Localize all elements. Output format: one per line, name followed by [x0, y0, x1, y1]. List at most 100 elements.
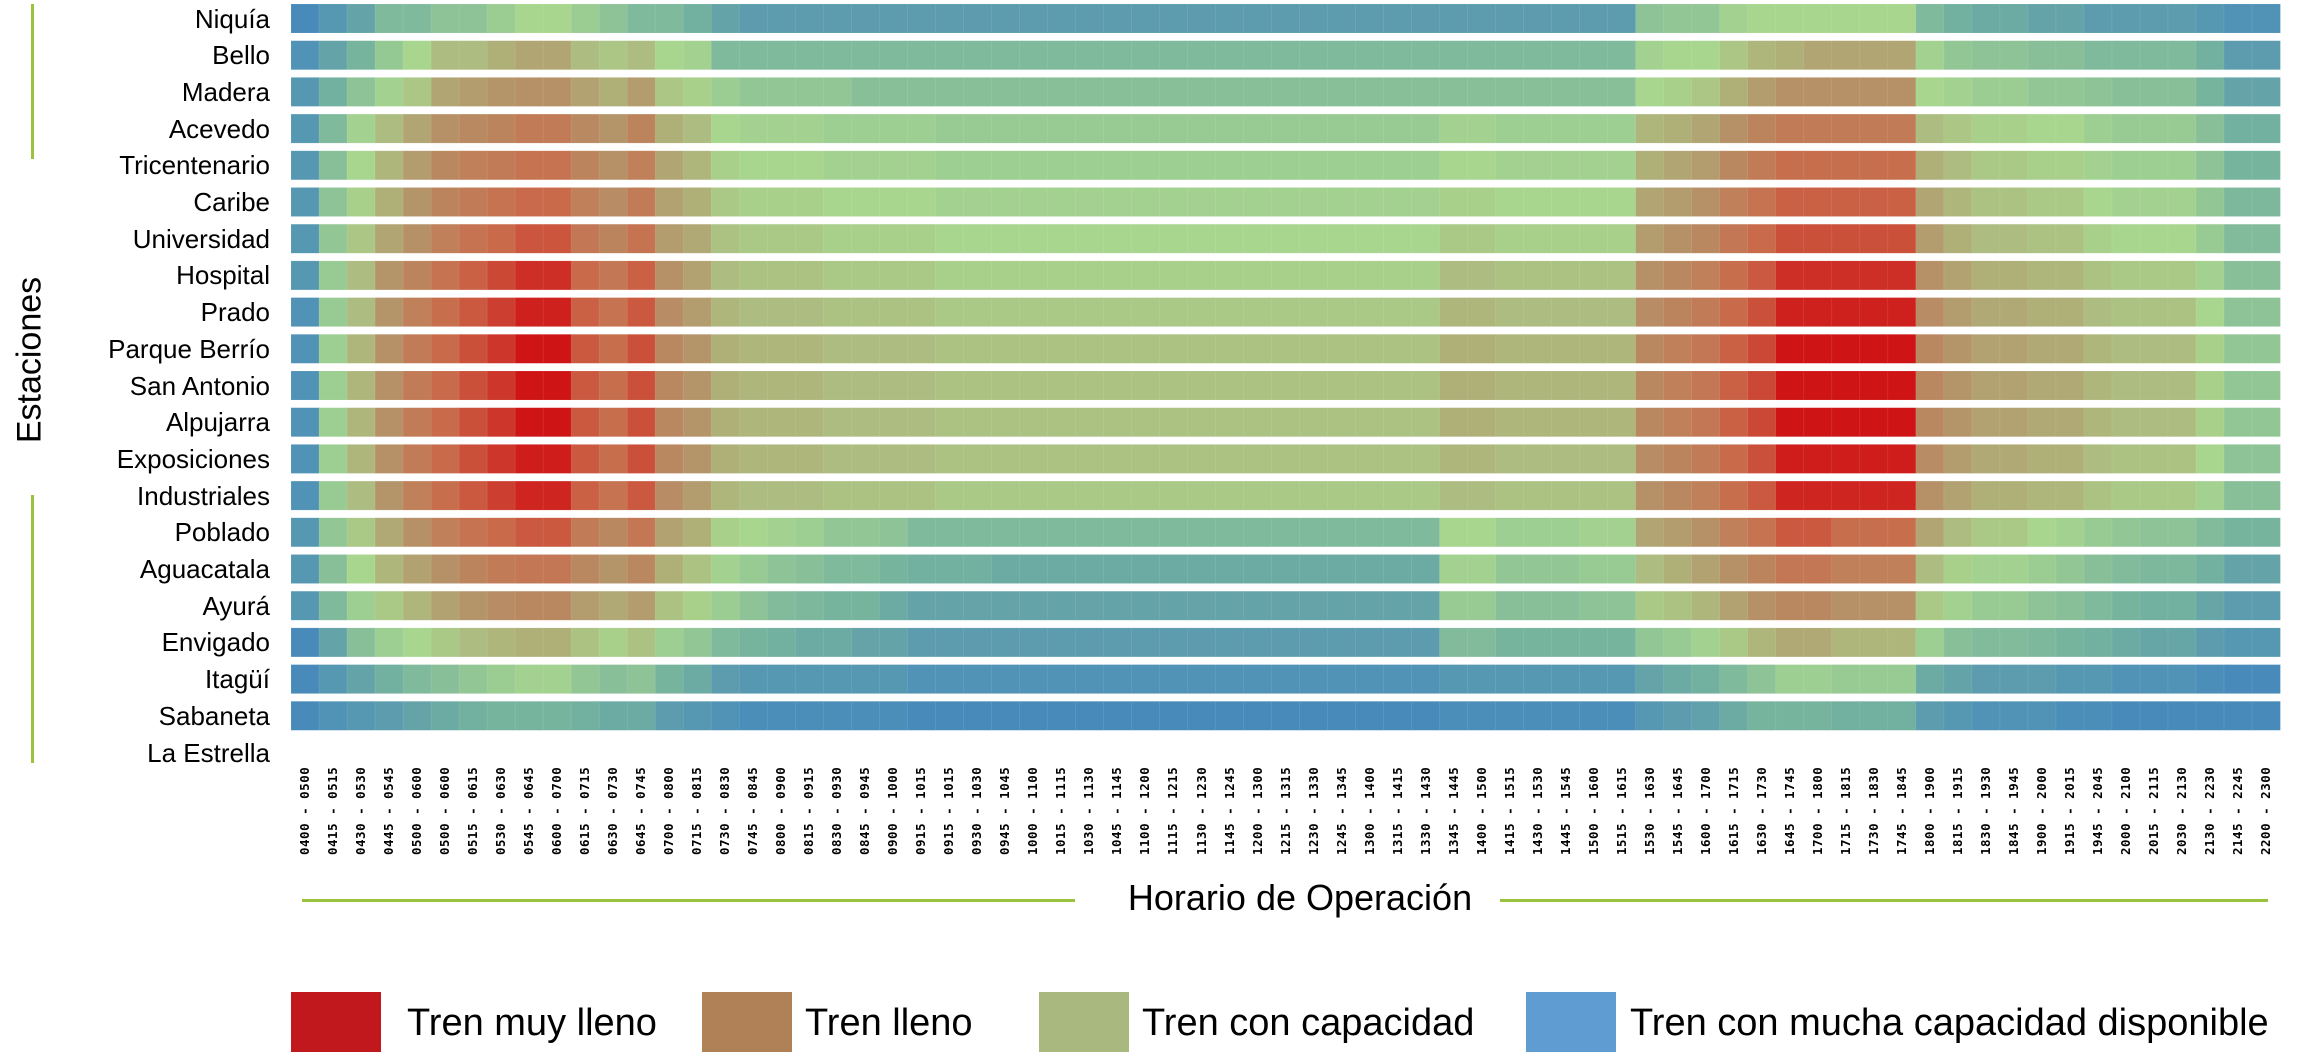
heatmap-cell	[907, 590, 937, 621]
heatmap-cell	[1943, 444, 1973, 474]
x-tick-label: 1215 - 1315	[1277, 766, 1293, 855]
heatmap-cell	[878, 444, 909, 474]
heatmap-cell	[682, 370, 712, 401]
heatmap-cell	[1943, 480, 1973, 511]
heatmap-cell	[570, 77, 600, 107]
heatmap-cell	[290, 40, 320, 71]
heatmap-cell	[1495, 3, 1525, 34]
heatmap-cell	[1691, 187, 1721, 217]
heatmap-cell	[1691, 627, 1721, 658]
heatmap-cell	[1075, 627, 1105, 658]
heatmap-cell	[458, 444, 488, 474]
heatmap-cell	[626, 297, 656, 327]
heatmap-cell	[1243, 627, 1273, 658]
heatmap-cell	[318, 407, 348, 438]
heatmap-cell	[1943, 627, 1973, 658]
heatmap-cell	[1383, 113, 1413, 144]
heatmap-cell	[907, 517, 937, 548]
heatmap-cell	[402, 223, 432, 254]
heatmap-cell	[2027, 223, 2057, 254]
heatmap-cell	[2195, 150, 2225, 181]
heatmap-cell	[1971, 333, 2001, 364]
heatmap-cell	[542, 627, 572, 658]
heatmap-cell	[2083, 480, 2113, 511]
heatmap-cell	[1355, 3, 1385, 34]
heatmap-cell	[1075, 297, 1105, 327]
heatmap-cell	[963, 77, 993, 107]
heatmap-cell	[1439, 40, 1469, 71]
heatmap-cell	[1915, 517, 1945, 548]
heatmap-cell	[2195, 113, 2225, 144]
heatmap-cell	[935, 370, 965, 401]
heatmap-cell	[1103, 333, 1133, 364]
heatmap-cell	[1495, 370, 1525, 401]
heatmap-cell	[1719, 3, 1749, 34]
heatmap-cell	[402, 187, 432, 217]
heatmap-cell	[514, 113, 544, 144]
heatmap-cell	[486, 187, 516, 217]
heatmap-cell	[1215, 517, 1245, 548]
heatmap-cell	[1719, 700, 1749, 731]
heatmap-cell	[1243, 370, 1273, 401]
heatmap-cell	[290, 480, 320, 511]
heatmap-cell	[2223, 333, 2253, 364]
heatmap-cell	[2195, 297, 2225, 327]
heatmap-cell	[1439, 554, 1469, 584]
heatmap-cell	[1439, 370, 1469, 401]
heatmap-cell	[542, 40, 572, 71]
heatmap-cell	[1439, 700, 1469, 731]
heatmap-cell	[1943, 664, 1973, 694]
heatmap-cell	[1215, 700, 1245, 731]
heatmap-cell	[430, 260, 460, 291]
heatmap-cell	[290, 187, 320, 217]
heatmap-cell	[654, 627, 684, 658]
heatmap-cell	[2139, 3, 2169, 34]
heatmap-cell	[2251, 3, 2281, 34]
heatmap-cell	[1467, 77, 1497, 107]
heatmap-cell	[907, 223, 937, 254]
heatmap-cell	[1271, 627, 1301, 658]
heatmap-cell	[318, 297, 348, 327]
heatmap-cell	[346, 664, 376, 694]
heatmap-cell	[2167, 150, 2197, 181]
heatmap-cell	[1327, 627, 1357, 658]
heatmap-cell	[1159, 700, 1189, 731]
heatmap-cell	[1523, 407, 1553, 438]
heatmap-cell	[2083, 517, 2113, 548]
heatmap-cell	[850, 627, 880, 658]
heatmap-cell	[878, 480, 909, 511]
heatmap-cell	[1747, 407, 1777, 438]
heatmap-cell	[766, 260, 796, 291]
heatmap-cell	[935, 517, 965, 548]
heatmap-cell	[1579, 3, 1609, 34]
heatmap-cell	[1327, 480, 1357, 511]
heatmap-cell	[2223, 627, 2253, 658]
heatmap-cell	[1831, 333, 1861, 364]
x-tick-label: 1045 - 1145	[1109, 766, 1125, 855]
heatmap-cell	[1495, 187, 1525, 217]
heatmap-cell	[486, 627, 516, 658]
heatmap-cell	[935, 700, 965, 731]
heatmap-cell	[486, 40, 516, 71]
heatmap-cell	[1215, 333, 1245, 364]
heatmap-cell	[1131, 260, 1161, 291]
heatmap-cell	[682, 590, 712, 621]
heatmap-cell	[346, 700, 376, 731]
station-label: Universidad	[132, 223, 270, 254]
heatmap-cell	[2083, 187, 2113, 217]
heatmap-cell	[822, 590, 852, 621]
heatmap-cell	[1327, 664, 1357, 694]
heatmap-cell	[1383, 3, 1413, 34]
heatmap-cell	[1747, 590, 1777, 621]
heatmap-cell	[1719, 590, 1749, 621]
station-label: Sabaneta	[158, 700, 270, 731]
heatmap-cell	[1103, 40, 1133, 71]
heatmap-cell	[1439, 113, 1469, 144]
heatmap-cell	[738, 150, 768, 181]
heatmap-cell	[514, 150, 544, 181]
heatmap-cell	[2111, 260, 2141, 291]
heatmap-cell	[514, 187, 544, 217]
heatmap-cell	[654, 150, 684, 181]
heatmap-cell	[1859, 480, 1889, 511]
heatmap-cell	[402, 627, 432, 658]
